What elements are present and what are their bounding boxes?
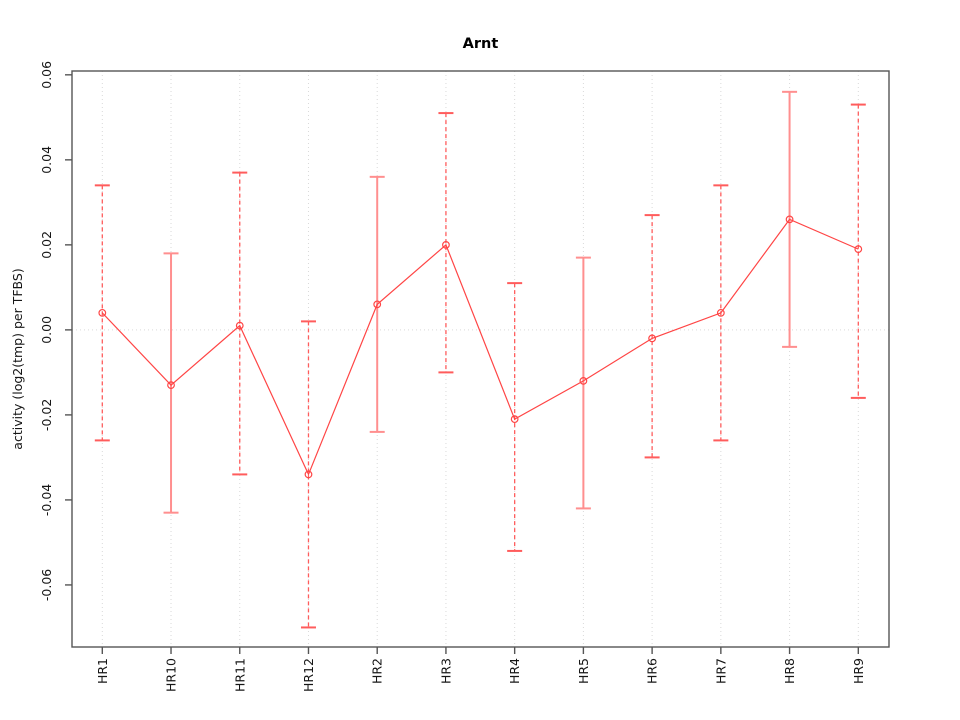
y-tick-label: -0.04 <box>39 484 54 516</box>
x-tick-label: HR11 <box>232 658 247 692</box>
data-point <box>442 240 450 249</box>
plot-border <box>71 70 890 648</box>
y-tick-label: 0.04 <box>39 146 54 174</box>
x-tick-label: HR12 <box>301 658 316 692</box>
x-tick-label: HR3 <box>438 658 453 684</box>
data-point <box>716 308 725 317</box>
data-point <box>579 376 588 385</box>
data-point <box>854 245 863 254</box>
x-tick-label: HR9 <box>851 658 866 684</box>
data-point <box>785 215 794 224</box>
y-tick-label: -0.02 <box>39 399 54 431</box>
data-point <box>304 470 313 479</box>
data-point <box>510 415 519 424</box>
data-point <box>98 308 107 317</box>
chart-title: Arnt <box>463 36 499 52</box>
x-tick-label: HR4 <box>507 658 522 684</box>
y-tick-label: 0.00 <box>39 316 54 344</box>
data-point <box>235 321 244 330</box>
y-tick-label: -0.06 <box>39 569 54 601</box>
data-point <box>373 300 382 309</box>
series-line <box>101 218 859 476</box>
x-tick-label: HR5 <box>576 658 591 684</box>
x-tick-label: HR8 <box>782 658 797 684</box>
y-tick-label: 0.02 <box>39 231 54 259</box>
y-tick-label: 0.06 <box>39 61 54 89</box>
x-tick-label: HR7 <box>713 658 728 684</box>
x-tick-label: HR2 <box>370 658 385 684</box>
x-tick-label: HR1 <box>95 658 110 684</box>
x-tick-label: HR6 <box>645 658 660 684</box>
y-axis-label: activity (log2(tmp) per TFBS) <box>10 268 25 449</box>
data-point <box>648 334 657 343</box>
data-point <box>167 381 175 390</box>
x-tick-label: HR10 <box>164 658 179 692</box>
